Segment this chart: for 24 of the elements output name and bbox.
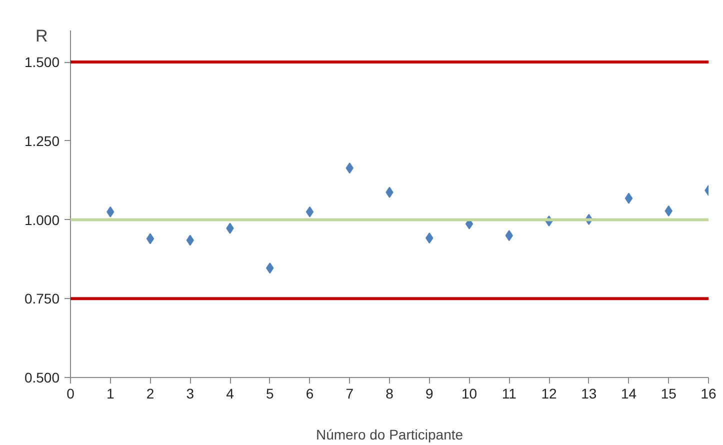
y-tick-label: 1.500 bbox=[24, 54, 60, 70]
x-tick-label: 8 bbox=[386, 386, 394, 402]
x-tick-label: 4 bbox=[226, 386, 234, 402]
y-tick-label: 1.000 bbox=[24, 212, 60, 228]
x-tick-label: 10 bbox=[461, 386, 478, 402]
x-tick-label: 6 bbox=[306, 386, 314, 402]
x-tick-label: 0 bbox=[66, 386, 75, 402]
x-tick-label: 12 bbox=[541, 386, 557, 402]
y-tick-label: 0.750 bbox=[24, 290, 60, 307]
y-tick-label: 0.500 bbox=[24, 370, 60, 386]
x-tick-label: 11 bbox=[502, 386, 517, 402]
x-tick-label: 16 bbox=[700, 386, 716, 402]
x-tick-label: 9 bbox=[425, 386, 434, 402]
y-axis-title: R bbox=[36, 26, 48, 46]
x-tick-label: 2 bbox=[146, 386, 154, 402]
x-tick-label: 7 bbox=[346, 386, 354, 402]
x-tick-label: 13 bbox=[581, 386, 597, 402]
x-tick-label: 5 bbox=[266, 386, 274, 402]
x-tick-label: 1 bbox=[106, 386, 114, 402]
x-tick-label: 15 bbox=[660, 386, 677, 402]
y-tick-label: 1.250 bbox=[24, 132, 60, 149]
x-axis-title: Número do Participante bbox=[316, 426, 464, 442]
x-tick-label: 3 bbox=[186, 386, 194, 402]
x-tick-label: 14 bbox=[620, 386, 637, 402]
